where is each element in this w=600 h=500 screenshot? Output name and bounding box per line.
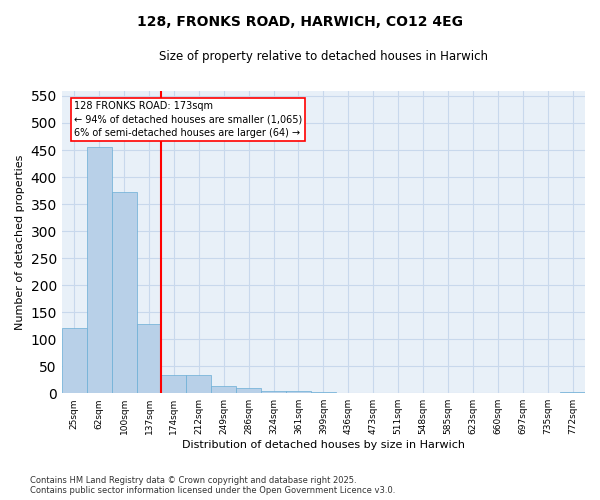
Bar <box>187 376 211 393</box>
Text: 128, FRONKS ROAD, HARWICH, CO12 4EG: 128, FRONKS ROAD, HARWICH, CO12 4EG <box>137 15 463 29</box>
Bar <box>311 392 336 393</box>
Bar <box>236 388 261 393</box>
Bar <box>87 147 112 393</box>
Bar <box>286 390 311 393</box>
Bar <box>361 392 386 393</box>
Bar <box>211 386 236 393</box>
Bar <box>161 376 187 393</box>
Y-axis label: Number of detached properties: Number of detached properties <box>15 154 25 330</box>
Bar <box>560 392 585 393</box>
X-axis label: Distribution of detached houses by size in Harwich: Distribution of detached houses by size … <box>182 440 465 450</box>
Bar <box>261 390 286 393</box>
Bar <box>62 328 87 393</box>
Text: 128 FRONKS ROAD: 173sqm
← 94% of detached houses are smaller (1,065)
6% of semi-: 128 FRONKS ROAD: 173sqm ← 94% of detache… <box>74 102 302 138</box>
Text: Contains HM Land Registry data © Crown copyright and database right 2025.
Contai: Contains HM Land Registry data © Crown c… <box>30 476 395 495</box>
Bar <box>112 192 137 393</box>
Bar <box>137 324 161 393</box>
Title: Size of property relative to detached houses in Harwich: Size of property relative to detached ho… <box>159 50 488 63</box>
